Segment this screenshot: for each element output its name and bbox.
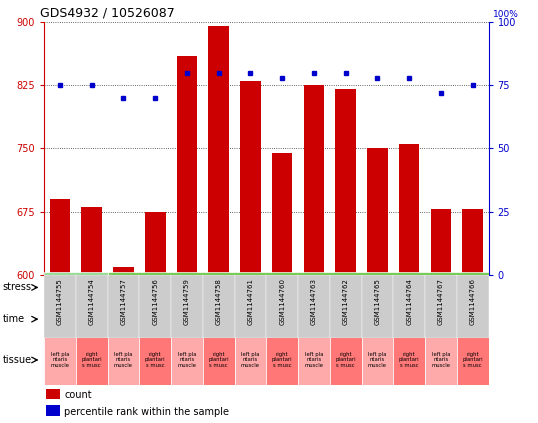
Text: left pla
ntaris
muscle: left pla ntaris muscle bbox=[114, 352, 133, 368]
Bar bbox=[171, 335, 203, 385]
Text: GSM1144767: GSM1144767 bbox=[438, 278, 444, 325]
Text: 100%: 100% bbox=[493, 10, 519, 19]
Text: right
plantari
s musc: right plantari s musc bbox=[335, 352, 356, 368]
Text: GSM1144760: GSM1144760 bbox=[279, 278, 285, 325]
Bar bbox=[272, 153, 293, 275]
Bar bbox=[362, 303, 425, 335]
Bar bbox=[46, 405, 60, 416]
Bar bbox=[203, 335, 235, 385]
Text: GSM1144759: GSM1144759 bbox=[184, 278, 190, 325]
Bar bbox=[362, 335, 393, 385]
Bar bbox=[235, 275, 266, 338]
Text: right
plantari
s musc: right plantari s musc bbox=[208, 352, 229, 368]
Text: GSM1144763: GSM1144763 bbox=[311, 278, 317, 325]
Bar bbox=[298, 303, 362, 335]
Bar bbox=[108, 335, 139, 385]
Text: left pla
ntaris
muscle: left pla ntaris muscle bbox=[51, 352, 69, 368]
Text: day 1: day 1 bbox=[126, 314, 153, 324]
Bar bbox=[266, 335, 298, 385]
Text: right
plantari
s musc: right plantari s musc bbox=[462, 352, 483, 368]
Bar bbox=[176, 56, 197, 275]
Bar bbox=[203, 275, 235, 338]
Text: left pla
ntaris
muscle: left pla ntaris muscle bbox=[178, 352, 196, 368]
Bar bbox=[266, 275, 298, 338]
Bar bbox=[235, 303, 298, 335]
Text: GSM1144764: GSM1144764 bbox=[406, 278, 412, 325]
Text: GSM1144766: GSM1144766 bbox=[470, 278, 476, 325]
Text: synergist ablation: synergist ablation bbox=[254, 283, 342, 292]
Bar bbox=[145, 212, 166, 275]
Bar bbox=[457, 335, 489, 385]
Text: GSM1144762: GSM1144762 bbox=[343, 278, 349, 325]
Bar bbox=[425, 303, 489, 335]
Text: count: count bbox=[64, 390, 92, 400]
Bar bbox=[108, 275, 139, 338]
Bar bbox=[425, 335, 457, 385]
Bar bbox=[462, 209, 483, 275]
Bar bbox=[367, 148, 388, 275]
Text: stress: stress bbox=[3, 283, 32, 292]
Text: day 5: day 5 bbox=[253, 314, 280, 324]
Text: left pla
ntaris
muscle: left pla ntaris muscle bbox=[431, 352, 450, 368]
Bar bbox=[208, 26, 229, 275]
Bar bbox=[44, 275, 76, 338]
Text: right
plantari
s musc: right plantari s musc bbox=[399, 352, 420, 368]
Text: percentile rank within the sample: percentile rank within the sample bbox=[64, 407, 229, 417]
Text: GSM1144756: GSM1144756 bbox=[152, 278, 158, 325]
Bar bbox=[330, 335, 362, 385]
Text: day 14: day 14 bbox=[440, 314, 473, 324]
Bar bbox=[330, 275, 362, 338]
Bar bbox=[44, 272, 108, 303]
Bar bbox=[393, 335, 425, 385]
Bar bbox=[49, 199, 70, 275]
Bar bbox=[81, 208, 102, 275]
Bar bbox=[457, 275, 489, 338]
Text: control: control bbox=[59, 283, 93, 292]
Text: GDS4932 / 10526087: GDS4932 / 10526087 bbox=[40, 6, 174, 19]
Text: GSM1144754: GSM1144754 bbox=[89, 278, 95, 325]
Bar bbox=[235, 335, 266, 385]
Text: day 0: day 0 bbox=[62, 314, 89, 324]
Text: GSM1144755: GSM1144755 bbox=[57, 278, 63, 325]
Text: left pla
ntaris
muscle: left pla ntaris muscle bbox=[241, 352, 260, 368]
Bar bbox=[335, 89, 356, 275]
Text: GSM1144758: GSM1144758 bbox=[216, 278, 222, 325]
Bar bbox=[430, 209, 451, 275]
Bar bbox=[108, 303, 171, 335]
Bar bbox=[139, 335, 171, 385]
Text: left pla
ntaris
muscle: left pla ntaris muscle bbox=[305, 352, 323, 368]
Bar bbox=[46, 388, 60, 399]
Bar bbox=[171, 275, 203, 338]
Text: right
plantari
s musc: right plantari s musc bbox=[272, 352, 293, 368]
Bar bbox=[76, 275, 108, 338]
Text: tissue: tissue bbox=[3, 355, 32, 365]
Bar bbox=[399, 144, 420, 275]
Bar bbox=[240, 81, 261, 275]
Text: right
plantari
s musc: right plantari s musc bbox=[145, 352, 166, 368]
Bar bbox=[425, 275, 457, 338]
Bar bbox=[303, 85, 324, 275]
Bar bbox=[113, 266, 134, 275]
Bar bbox=[44, 303, 108, 335]
Bar bbox=[298, 335, 330, 385]
Text: day 10: day 10 bbox=[377, 314, 410, 324]
Text: day 3: day 3 bbox=[189, 314, 216, 324]
Bar bbox=[76, 335, 108, 385]
Text: time: time bbox=[3, 314, 25, 324]
Bar bbox=[108, 272, 489, 303]
Text: right
plantari
s musc: right plantari s musc bbox=[81, 352, 102, 368]
Bar bbox=[298, 275, 330, 338]
Bar bbox=[44, 335, 76, 385]
Text: GSM1144757: GSM1144757 bbox=[121, 278, 126, 325]
Bar bbox=[393, 275, 425, 338]
Text: GSM1144761: GSM1144761 bbox=[247, 278, 253, 325]
Bar bbox=[139, 275, 171, 338]
Text: left pla
ntaris
muscle: left pla ntaris muscle bbox=[368, 352, 387, 368]
Text: day 7: day 7 bbox=[316, 314, 343, 324]
Bar bbox=[362, 275, 393, 338]
Text: GSM1144765: GSM1144765 bbox=[374, 278, 380, 325]
Bar bbox=[171, 303, 235, 335]
